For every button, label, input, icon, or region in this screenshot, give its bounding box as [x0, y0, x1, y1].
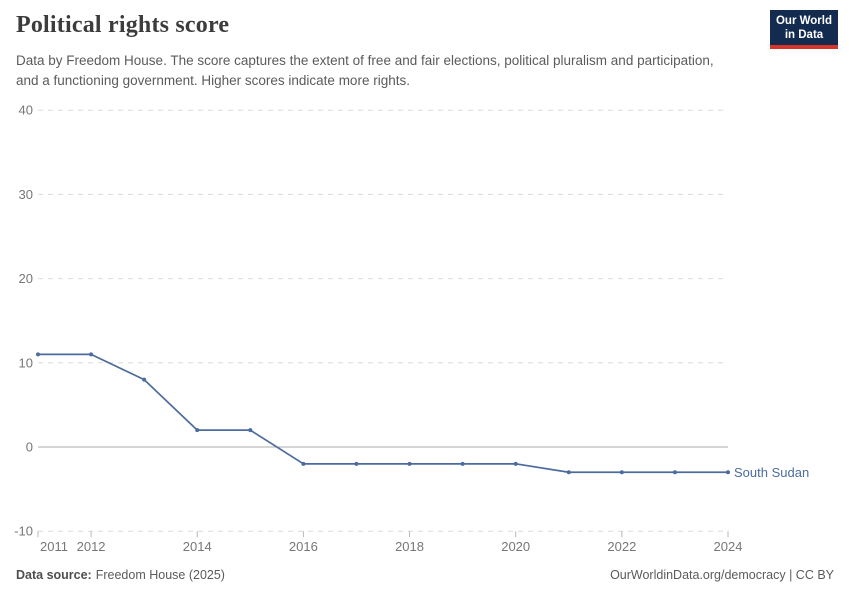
data-point[interactable]	[248, 428, 253, 433]
y-axis-label: 40	[19, 103, 33, 118]
x-axis-label: 2011	[40, 539, 68, 554]
data-point[interactable]	[142, 377, 147, 382]
y-axis-label: 10	[19, 355, 33, 370]
data-point[interactable]	[726, 470, 730, 475]
y-axis-label: -10	[14, 524, 33, 539]
x-axis-label: 2012	[77, 539, 106, 554]
data-source: Data source: Freedom House (2025)	[16, 568, 225, 582]
x-axis-label: 2018	[395, 539, 424, 554]
chart-subtitle: Data by Freedom House. The score capture…	[16, 53, 714, 88]
data-point[interactable]	[407, 461, 412, 466]
y-axis-label: 20	[19, 271, 33, 286]
data-line[interactable]	[38, 353, 728, 474]
line-chart[interactable]: -10 0 10 20 30 40 2011 2012 2014 2016 2018 2020 2022…	[0, 95, 850, 565]
data-source-label: Data source:	[16, 568, 92, 582]
data-point[interactable]	[672, 470, 677, 475]
data-point[interactable]	[354, 461, 359, 466]
data-source-value: Freedom House (2025)	[95, 568, 225, 582]
x-axis-label: 2014	[183, 539, 212, 554]
owid-logo-line2: in Data	[784, 29, 824, 41]
entity-label[interactable]: South Sudan	[734, 465, 809, 480]
page-title: Political rights score	[16, 12, 230, 38]
y-axis-label: 0	[26, 440, 33, 455]
data-point[interactable]	[195, 428, 200, 433]
data-point[interactable]	[513, 461, 518, 466]
data-point[interactable]	[460, 461, 465, 466]
data-point[interactable]	[301, 461, 306, 466]
x-axis-label: 2020	[501, 539, 530, 554]
x-axis-label: 2022	[607, 539, 636, 554]
data-point[interactable]	[89, 352, 94, 357]
x-axis-label: 2016	[289, 539, 318, 554]
attribution-link[interactable]: OurWorldinData.org/democracy | CC BY	[610, 568, 834, 582]
data-point[interactable]	[566, 470, 571, 475]
chart-footer: Data source: Freedom House (2025) OurWorl…	[16, 568, 834, 582]
data-point[interactable]	[36, 352, 40, 357]
owid-logo[interactable]: Our World in Data	[770, 10, 838, 49]
x-axis-label: 2024	[714, 539, 743, 554]
owid-logo-line1: Our World	[775, 15, 832, 27]
y-axis-label: 30	[19, 187, 33, 202]
data-point[interactable]	[619, 470, 624, 475]
